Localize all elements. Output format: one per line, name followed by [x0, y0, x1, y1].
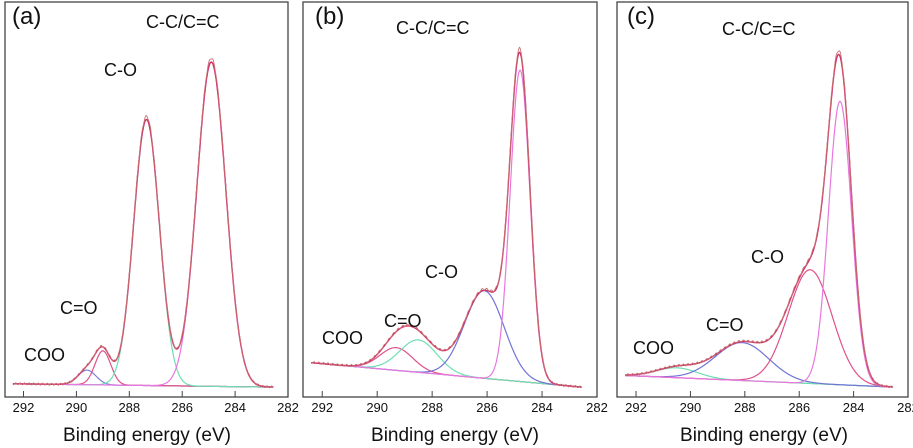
x-tick-label-292: 292	[625, 400, 647, 415]
x-tick-label-282: 282	[897, 400, 913, 415]
x-tick-label-284: 284	[843, 400, 865, 415]
peak-label-c-double-o: C=O	[706, 315, 744, 335]
x-tick-label-286: 286	[788, 400, 810, 415]
curves-b	[310, 46, 582, 389]
peak-curve-c-o	[625, 342, 893, 388]
x-tick-label-292: 292	[13, 400, 35, 415]
x-tick-label-290: 290	[66, 400, 88, 415]
panel-label-b: (b)	[315, 3, 344, 30]
ticks-c: 292 290 288 286 284 282	[625, 391, 913, 415]
x-tick-label-288: 288	[118, 400, 140, 415]
x-tick-label-282: 282	[586, 400, 608, 415]
plot-frame-a	[4, 1, 289, 398]
peak-label-c-c: C-C/C=C	[396, 18, 470, 38]
peak-curve-c-o	[625, 269, 893, 388]
x-tick-label-286: 286	[171, 400, 193, 415]
panel-c: (c) 292 290 288 286 284 282 COO C=O C-O C-C/C…	[616, 1, 913, 446]
x-axis-title-a: Binding energy (eV)	[63, 425, 231, 446]
peak-label-coo: COO	[24, 345, 65, 365]
x-tick-label-292: 292	[311, 400, 333, 415]
x-tick-label-290: 290	[366, 400, 388, 415]
peak-curve-c-c-c-c	[625, 100, 893, 388]
peak-label-coo: COO	[322, 328, 363, 348]
peak-label-coo: COO	[633, 338, 674, 358]
panel-b: (b) 292 290 288 286 284 282 COO C=O C-O C-C/C…	[302, 1, 608, 446]
peak-label-c-c: C-C/C=C	[146, 12, 220, 32]
raw-data-curve	[12, 58, 274, 389]
x-tick-label-288: 288	[734, 400, 756, 415]
x-tick-label-286: 286	[476, 400, 498, 415]
raw-data-curve	[310, 46, 582, 389]
x-tick-label-282: 282	[277, 400, 299, 415]
envelope-curve	[12, 61, 274, 388]
curves-c	[624, 50, 894, 389]
peak-label-c-double-o: C=O	[384, 311, 422, 331]
plot-frame-b	[302, 1, 598, 398]
x-axis-title-b: Binding energy (eV)	[371, 425, 539, 446]
curves-a	[12, 58, 274, 389]
x-tick-label-290: 290	[680, 400, 702, 415]
peak-label-c-c: C-C/C=C	[722, 19, 796, 39]
peak-label-c-o: C-O	[425, 262, 458, 282]
plot-frame-c	[616, 1, 909, 398]
panel-label-a: (a)	[12, 3, 41, 30]
ticks-b: 292 290 288 286 284 282	[311, 391, 608, 415]
peak-label-c-o: C-O	[751, 247, 784, 267]
peak-label-c-o: C-O	[104, 60, 137, 80]
panel-label-c: (c)	[627, 3, 655, 30]
x-axis-title-c: Binding energy (eV)	[680, 425, 848, 446]
x-tick-label-284: 284	[224, 400, 246, 415]
x-tick-label-288: 288	[421, 400, 443, 415]
peak-curve-c-c-c-c	[12, 61, 274, 388]
peak-label-c-double-o: C=O	[60, 298, 98, 318]
raw-data-curve	[624, 50, 894, 389]
panel-a: (a) 292 290 288 286 284 282 COO C=O C-O C-C/C…	[4, 1, 299, 446]
x-tick-label-284: 284	[531, 400, 553, 415]
ticks-a: 292 290 288 286 284 282	[13, 391, 299, 415]
